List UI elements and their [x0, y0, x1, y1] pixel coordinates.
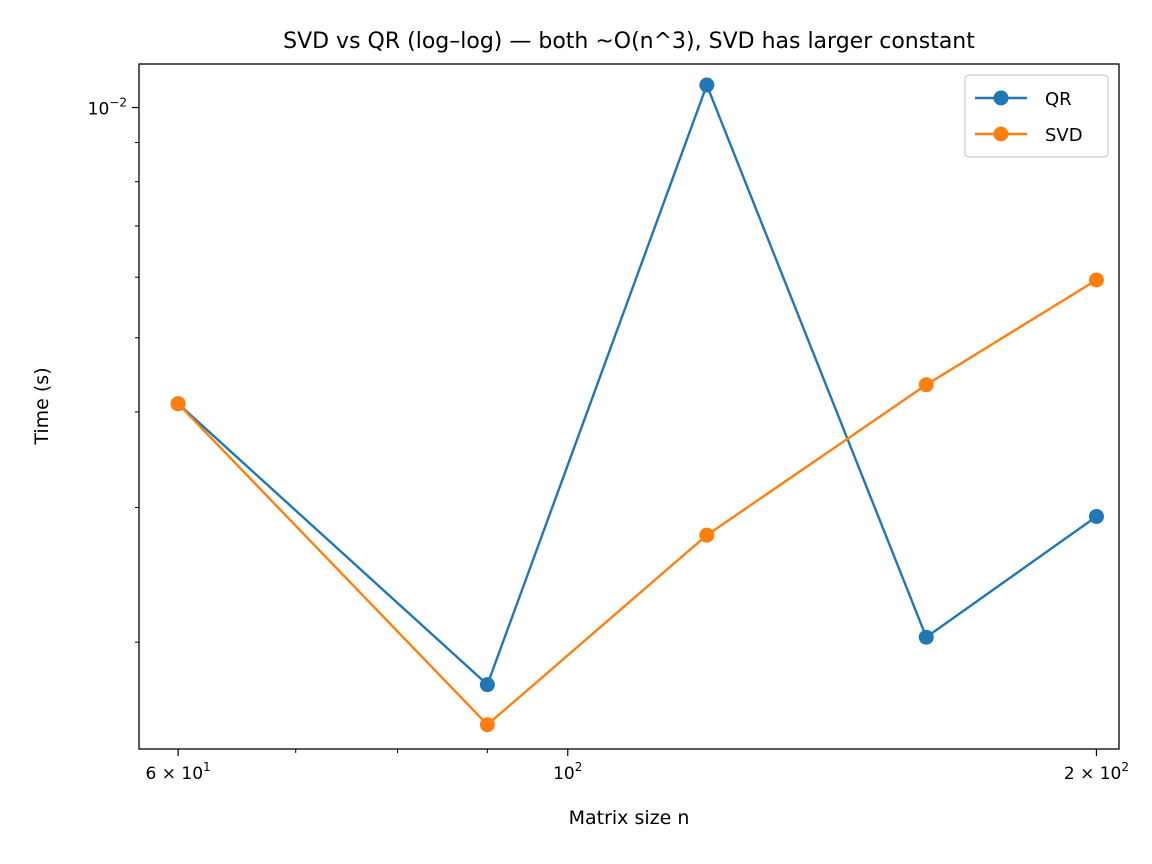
x-tick-label-base: 2 × 10: [1064, 764, 1122, 784]
svd-data-point: [479, 717, 495, 733]
y-tick-label-exponent: −2: [109, 96, 127, 110]
x-tick-label-exponent: 2: [575, 760, 583, 774]
x-tick-label-base: 10: [553, 764, 575, 784]
qr-data-point: [1088, 508, 1104, 524]
x-tick-label-exponent: 1: [203, 760, 211, 774]
legend-svd-marker: [993, 126, 1009, 142]
series-layer: [170, 77, 1104, 733]
plot-area: [139, 64, 1119, 749]
x-tick-label: 6 × 101: [146, 760, 211, 784]
svd-data-point: [699, 527, 715, 543]
y-tick-label-base: 10: [88, 100, 110, 120]
legend-box: [964, 74, 1109, 158]
x-tick-label: 2 × 102: [1064, 760, 1129, 784]
qr-data-point: [918, 629, 934, 645]
y-axis-label: Time (s): [31, 367, 53, 445]
x-tick-label-base: 6 × 10: [146, 764, 204, 784]
x-axis-label: Matrix size n: [569, 807, 690, 829]
svd-data-point: [918, 377, 934, 393]
y-axis: 10−2: [88, 96, 139, 643]
svd-data-point: [170, 396, 186, 412]
x-tick-label-exponent: 2: [1121, 760, 1129, 774]
qr-data-point: [479, 677, 495, 693]
chart-title: SVD vs QR (log–log) — both ~O(n^3), SVD …: [283, 29, 975, 54]
qr-data-point: [699, 77, 715, 93]
y-tick-label: 10−2: [88, 96, 127, 120]
legend-qr-marker: [993, 90, 1009, 106]
svd-data-point: [1088, 272, 1104, 288]
x-tick-label: 102: [553, 760, 582, 784]
legend-svd-label: SVD: [1045, 125, 1083, 146]
legend: QR SVD: [964, 74, 1109, 158]
x-axis: 6 × 101 102 2 × 102: [146, 749, 1129, 784]
legend-qr-label: QR: [1045, 89, 1072, 110]
plot-frame: [138, 63, 1120, 750]
